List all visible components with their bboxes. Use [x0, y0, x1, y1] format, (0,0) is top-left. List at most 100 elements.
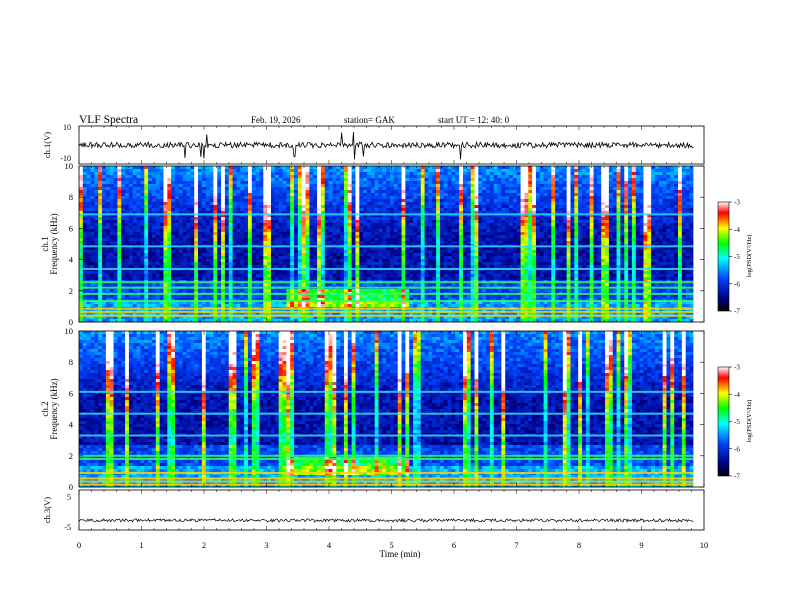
spectrogram-cell: [624, 196, 629, 200]
spectrogram-cell: [639, 217, 644, 221]
spectrogram-cell: [121, 226, 126, 230]
spectrogram-cell: [148, 196, 153, 200]
spectrogram-cell: [681, 214, 687, 218]
spectrogram-cell: [347, 241, 353, 245]
spectrogram-cell: [436, 226, 441, 230]
spectrogram-cell: [681, 217, 687, 221]
spectrogram-cell: [186, 250, 191, 254]
spectrogram-cell: [624, 193, 629, 197]
spectrogram-cell: [140, 181, 145, 185]
spectrogram-cell: [82, 250, 88, 254]
spectrogram-cell: [413, 250, 418, 254]
spectrogram-cell: [486, 226, 491, 230]
spectrogram-cell: [474, 190, 479, 194]
spectrogram-cell: [393, 169, 399, 173]
spectrogram-cell: [79, 169, 84, 173]
spectrogram-cell: [159, 208, 164, 212]
spectrogram-cell: [497, 184, 502, 188]
spectrogram-cell: [439, 199, 445, 203]
spectrogram-cell: [624, 226, 629, 230]
spectrogram-cell: [144, 256, 149, 260]
spectrogram-cell: [589, 253, 595, 257]
spectrogram-cell: [324, 172, 330, 176]
spectrogram-cell: [328, 172, 333, 176]
spectrogram-cell: [213, 184, 218, 188]
spectrogram-cell: [474, 226, 479, 230]
spectrogram-cell: [466, 166, 472, 170]
spectrogram-cell: [251, 256, 257, 260]
spectrogram-cell: [282, 193, 287, 197]
spectrogram-cell: [681, 211, 687, 215]
spectrogram-cell: [635, 187, 641, 191]
spectrogram-cell: [136, 190, 141, 194]
spectrogram-cell: [628, 211, 633, 215]
spectrogram-cell: [393, 229, 399, 233]
spectrogram-cell: [355, 169, 360, 173]
spectrogram-cell: [82, 187, 88, 191]
spectrogram-cell: [432, 241, 437, 245]
spectrogram-cell: [547, 250, 552, 254]
spectrogram-cell: [466, 241, 472, 245]
spectrogram-cell: [301, 184, 307, 188]
spectrogram-cell: [620, 187, 625, 191]
spectrogram-cell: [244, 214, 249, 218]
spectrogram-cell: [432, 211, 437, 215]
spectrogram-cell: [259, 247, 264, 251]
spectrogram-cell: [382, 220, 387, 224]
spectrogram-cell: [282, 220, 287, 224]
spectrogram-cell: [685, 220, 691, 224]
spectrogram-cell: [90, 199, 95, 203]
spectrogram-cell: [493, 172, 499, 176]
spectrogram-cell: [251, 235, 257, 239]
spectrogram-cell: [151, 214, 157, 218]
spectrogram-cell: [593, 238, 598, 242]
spectrogram-cell: [221, 238, 226, 242]
spectrogram-cell: [163, 205, 168, 209]
spectrogram-cell: [489, 208, 495, 212]
spectrogram-cell: [198, 181, 203, 185]
spectrogram-cell: [86, 250, 92, 254]
spectrogram-cell: [620, 208, 625, 212]
spectrogram-cell: [278, 178, 284, 182]
spectrogram-cell: [136, 211, 141, 215]
spectrogram-cell: [447, 223, 452, 227]
spectrogram-cell: [370, 166, 376, 170]
spectrogram-cell: [562, 220, 568, 224]
spectrogram-cell: [459, 196, 464, 200]
spectrogram-cell: [132, 238, 138, 242]
spectrogram-cell: [86, 175, 92, 179]
spectrogram-cell: [651, 223, 656, 227]
spectrogram-cell: [413, 169, 418, 173]
spectrogram-cell: [478, 247, 483, 251]
spectrogram-cell: [171, 175, 176, 179]
spectrogram-cell: [236, 217, 241, 221]
ch1-waveform-panel: 10 -10 ch.1(V): [42, 123, 705, 165]
spectrogram-cell: [359, 229, 364, 233]
spectrogram-cell: [582, 175, 587, 179]
spectrogram-cell: [558, 208, 564, 212]
spectrogram-cell: [151, 226, 157, 230]
spectrogram-cell: [363, 256, 368, 260]
spectrogram-cell: [363, 217, 368, 221]
spectrogram-cell: [532, 247, 537, 251]
spectrogram-cell: [175, 202, 180, 206]
spectrogram-cell: [351, 199, 356, 203]
spectrogram-cell: [355, 223, 360, 227]
spectrogram-cell: [263, 238, 268, 242]
spectrogram-cell: [267, 214, 272, 218]
spectrogram-cell: [151, 211, 157, 215]
spectrogram-cell: [328, 253, 333, 257]
spectrogram-cell: [263, 241, 268, 245]
spectrogram-cell: [662, 190, 667, 194]
spectrogram-cell: [102, 226, 107, 230]
spectrogram-cell: [82, 220, 88, 224]
spectrogram-cell: [113, 187, 118, 191]
spectrogram-cell: [132, 223, 138, 227]
spectrogram-cell: [190, 220, 195, 224]
spectrogram-cell: [501, 181, 506, 185]
spectrogram-cell: [121, 253, 126, 257]
spectrogram-cell: [678, 211, 683, 215]
spectrogram-cell: [347, 181, 353, 185]
spectrogram-cell: [685, 208, 691, 212]
spectrogram-cell: [482, 187, 487, 191]
